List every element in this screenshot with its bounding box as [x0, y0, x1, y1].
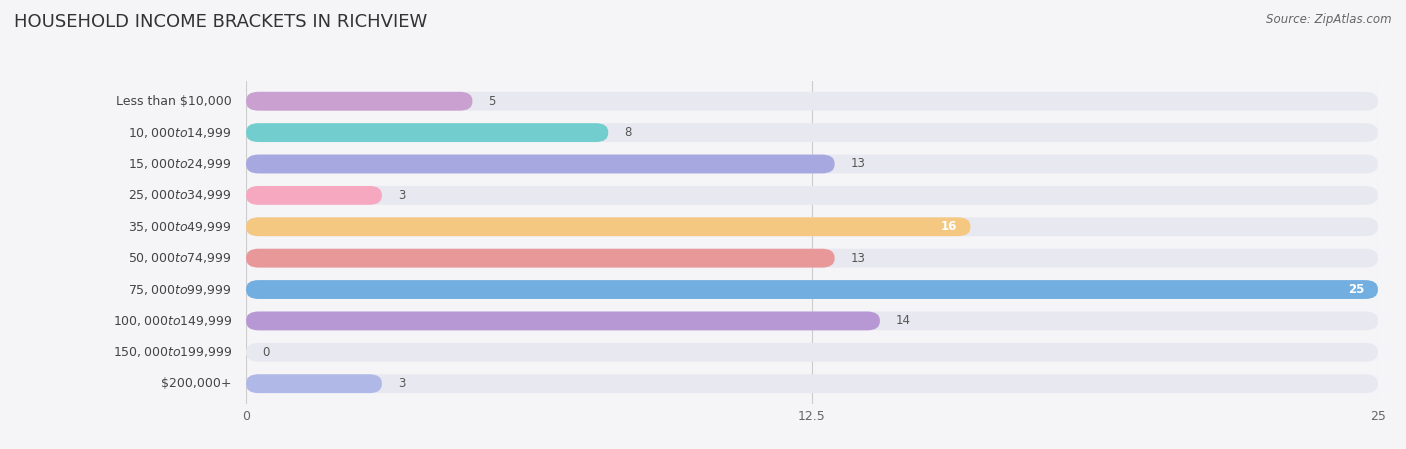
FancyBboxPatch shape — [246, 280, 1378, 299]
FancyBboxPatch shape — [246, 186, 382, 205]
FancyBboxPatch shape — [246, 343, 1378, 362]
FancyBboxPatch shape — [246, 280, 1378, 299]
Text: Source: ZipAtlas.com: Source: ZipAtlas.com — [1267, 13, 1392, 26]
Text: $15,000 to $24,999: $15,000 to $24,999 — [128, 157, 232, 171]
Text: 14: 14 — [896, 314, 911, 327]
Text: $150,000 to $199,999: $150,000 to $199,999 — [112, 345, 232, 359]
FancyBboxPatch shape — [246, 249, 835, 268]
Text: 13: 13 — [851, 158, 865, 171]
FancyBboxPatch shape — [246, 154, 835, 173]
Text: 16: 16 — [941, 220, 957, 233]
FancyBboxPatch shape — [246, 249, 1378, 268]
FancyBboxPatch shape — [246, 123, 609, 142]
FancyBboxPatch shape — [246, 217, 970, 236]
Text: $100,000 to $149,999: $100,000 to $149,999 — [112, 314, 232, 328]
Text: 13: 13 — [851, 251, 865, 264]
FancyBboxPatch shape — [246, 312, 1378, 330]
Text: Less than $10,000: Less than $10,000 — [117, 95, 232, 108]
FancyBboxPatch shape — [246, 312, 880, 330]
Text: HOUSEHOLD INCOME BRACKETS IN RICHVIEW: HOUSEHOLD INCOME BRACKETS IN RICHVIEW — [14, 13, 427, 31]
FancyBboxPatch shape — [246, 92, 1378, 110]
Text: 0: 0 — [262, 346, 270, 359]
Text: 3: 3 — [398, 377, 405, 390]
FancyBboxPatch shape — [246, 374, 382, 393]
FancyBboxPatch shape — [246, 92, 472, 110]
Text: $200,000+: $200,000+ — [162, 377, 232, 390]
FancyBboxPatch shape — [246, 123, 1378, 142]
Text: $25,000 to $34,999: $25,000 to $34,999 — [128, 189, 232, 202]
Text: 5: 5 — [488, 95, 496, 108]
FancyBboxPatch shape — [246, 374, 1378, 393]
FancyBboxPatch shape — [246, 186, 1378, 205]
Text: 3: 3 — [398, 189, 405, 202]
Text: $75,000 to $99,999: $75,000 to $99,999 — [128, 282, 232, 296]
Text: 8: 8 — [624, 126, 631, 139]
Text: $10,000 to $14,999: $10,000 to $14,999 — [128, 126, 232, 140]
FancyBboxPatch shape — [246, 154, 1378, 173]
Text: $35,000 to $49,999: $35,000 to $49,999 — [128, 220, 232, 234]
Text: 25: 25 — [1348, 283, 1364, 296]
FancyBboxPatch shape — [246, 217, 1378, 236]
Text: $50,000 to $74,999: $50,000 to $74,999 — [128, 251, 232, 265]
